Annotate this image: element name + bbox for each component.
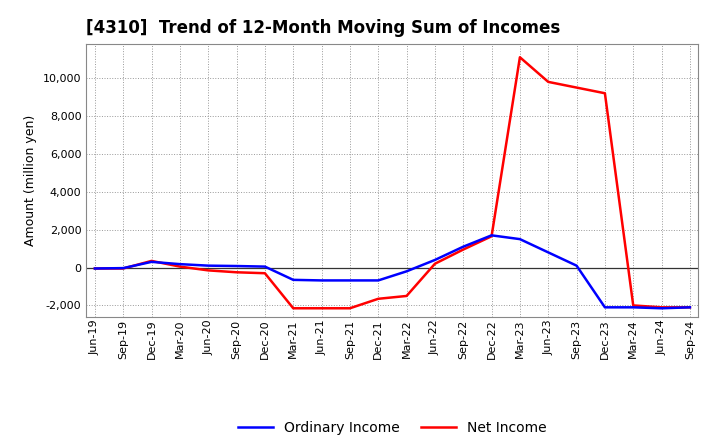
- Net Income: [374, 296, 382, 301]
- Ordinary Income: [176, 261, 184, 267]
- Net Income: [176, 264, 184, 269]
- Ordinary Income: [318, 278, 326, 283]
- Ordinary Income: [600, 304, 609, 310]
- Ordinary Income: [148, 259, 156, 264]
- Net Income: [544, 79, 552, 84]
- Ordinary Income: [657, 306, 666, 311]
- Ordinary Income: [289, 277, 297, 282]
- Net Income: [402, 293, 411, 299]
- Net Income: [600, 91, 609, 96]
- Ordinary Income: [346, 278, 354, 283]
- Net Income: [204, 268, 212, 273]
- Line: Net Income: Net Income: [95, 57, 690, 308]
- Ordinary Income: [516, 236, 524, 242]
- Ordinary Income: [431, 257, 439, 263]
- Net Income: [233, 270, 241, 275]
- Net Income: [459, 247, 467, 252]
- Net Income: [629, 303, 637, 308]
- Ordinary Income: [487, 233, 496, 238]
- Ordinary Income: [685, 304, 694, 310]
- Ordinary Income: [119, 265, 127, 271]
- Net Income: [289, 306, 297, 311]
- Ordinary Income: [261, 264, 269, 269]
- Ordinary Income: [374, 278, 382, 283]
- Y-axis label: Amount (million yen): Amount (million yen): [24, 115, 37, 246]
- Net Income: [657, 304, 666, 310]
- Net Income: [685, 304, 694, 310]
- Net Income: [431, 261, 439, 266]
- Ordinary Income: [629, 304, 637, 310]
- Ordinary Income: [572, 263, 581, 268]
- Ordinary Income: [204, 263, 212, 268]
- Net Income: [318, 306, 326, 311]
- Ordinary Income: [402, 269, 411, 274]
- Net Income: [346, 306, 354, 311]
- Net Income: [91, 266, 99, 271]
- Net Income: [119, 266, 127, 271]
- Text: [4310]  Trend of 12-Month Moving Sum of Incomes: [4310] Trend of 12-Month Moving Sum of I…: [86, 19, 561, 37]
- Ordinary Income: [233, 264, 241, 269]
- Net Income: [487, 234, 496, 239]
- Net Income: [516, 55, 524, 60]
- Ordinary Income: [459, 244, 467, 249]
- Net Income: [572, 85, 581, 90]
- Ordinary Income: [91, 266, 99, 271]
- Net Income: [261, 271, 269, 276]
- Net Income: [148, 258, 156, 264]
- Ordinary Income: [544, 250, 552, 255]
- Line: Ordinary Income: Ordinary Income: [95, 235, 690, 308]
- Legend: Ordinary Income, Net Income: Ordinary Income, Net Income: [233, 416, 552, 440]
